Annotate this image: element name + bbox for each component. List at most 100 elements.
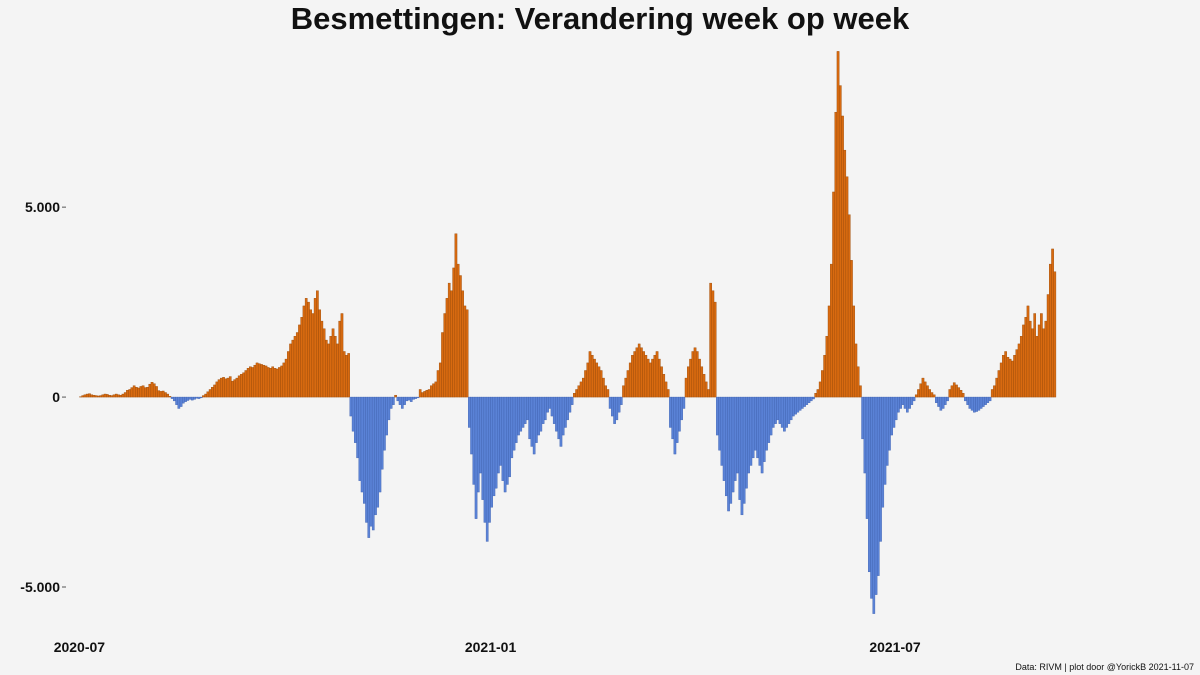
bar (188, 396, 192, 400)
bar (573, 393, 576, 398)
bar (689, 358, 692, 398)
bar (387, 396, 391, 421)
bar (110, 395, 114, 398)
bar (704, 381, 708, 398)
bar (738, 396, 742, 500)
bar (778, 396, 782, 424)
bar (930, 392, 934, 398)
bar (559, 396, 563, 447)
bar (546, 396, 549, 413)
bar (964, 396, 967, 402)
bar (152, 383, 156, 398)
bar (1019, 336, 1023, 398)
bar (943, 396, 947, 405)
bar (544, 396, 547, 421)
bar (503, 396, 507, 493)
bar (164, 392, 167, 398)
bar (845, 176, 849, 398)
bar (490, 396, 494, 508)
bar (749, 396, 753, 466)
bar (81, 395, 85, 398)
bar (537, 396, 540, 436)
bar (1051, 248, 1054, 398)
bar (184, 396, 187, 402)
bar (653, 355, 657, 398)
bar (1015, 349, 1019, 398)
bar (762, 396, 766, 462)
bar (722, 396, 726, 481)
bar (83, 394, 87, 398)
bar (568, 396, 572, 413)
bar (231, 380, 234, 398)
bar (800, 396, 804, 409)
bar (707, 389, 710, 398)
bar (333, 336, 337, 398)
bar (293, 336, 297, 398)
bar (240, 374, 243, 398)
bar (438, 362, 442, 398)
bar (593, 358, 596, 398)
bar (242, 372, 245, 398)
bar (121, 393, 125, 398)
bar (832, 191, 835, 398)
bar (349, 396, 353, 417)
bar (812, 396, 815, 400)
bar (865, 396, 869, 519)
bar (830, 263, 833, 398)
bar (197, 396, 201, 399)
bar (720, 396, 724, 466)
bar (644, 355, 648, 398)
bar (320, 320, 324, 398)
bar (412, 396, 415, 400)
bar (135, 387, 138, 398)
bar (693, 347, 697, 398)
bar (908, 396, 911, 409)
bar (765, 396, 768, 451)
bar (975, 396, 978, 412)
bar (859, 385, 862, 398)
bar (206, 391, 210, 398)
bar (785, 396, 788, 428)
bar (754, 396, 757, 451)
bar (769, 396, 773, 436)
bar (331, 328, 335, 398)
bar (874, 396, 878, 595)
bar (890, 396, 893, 436)
bar (961, 393, 965, 398)
bar (751, 396, 755, 459)
bar (260, 364, 263, 398)
bar (150, 382, 154, 398)
bar (595, 362, 599, 398)
bar (731, 396, 735, 493)
bar (141, 385, 145, 398)
bar (510, 396, 514, 459)
bar (436, 370, 440, 398)
bar (103, 393, 107, 398)
bar (548, 396, 552, 409)
bar (876, 396, 880, 576)
bar (177, 396, 181, 409)
bar (986, 396, 990, 403)
bar (302, 305, 306, 398)
x-tick-label: 2021-01 (465, 639, 517, 655)
bar (935, 396, 938, 403)
bar (514, 396, 518, 443)
bar (521, 396, 525, 428)
bar (535, 396, 538, 443)
bar (774, 396, 777, 424)
bar (309, 309, 313, 398)
x-axis: 2020-07 2021-01 2021-07 (54, 639, 921, 655)
bar (881, 396, 885, 508)
bar (747, 396, 750, 474)
bar (481, 396, 485, 500)
bar (423, 391, 426, 398)
bar (671, 396, 675, 440)
bar (675, 396, 679, 443)
bar (550, 396, 554, 417)
bar (356, 396, 359, 459)
bar (284, 358, 288, 398)
bar (244, 370, 248, 398)
bar (926, 385, 929, 398)
bar (1002, 355, 1005, 398)
